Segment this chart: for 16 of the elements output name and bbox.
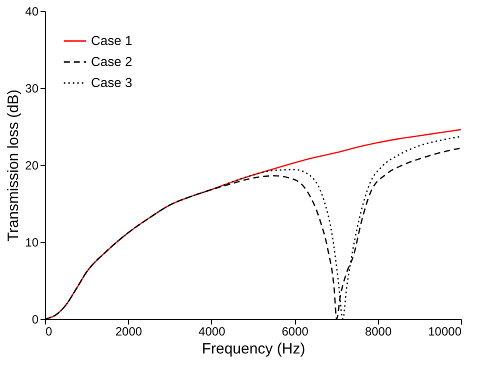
- legend-label: Case 1: [91, 33, 132, 48]
- y-axis-title: Transmission loss (dB): [5, 90, 22, 242]
- y-tick-label: 30: [25, 82, 39, 96]
- legend-label: Case 3: [91, 75, 132, 90]
- y-tick-label: 40: [25, 4, 39, 18]
- x-tick-label: 10000: [428, 324, 462, 338]
- x-axis-title: Frequency (Hz): [202, 340, 306, 358]
- x-tick-label: 6000: [282, 324, 309, 338]
- x-tick-label: 4000: [198, 324, 226, 338]
- y-tick-label: 0: [32, 312, 39, 326]
- x-tick-label: 0: [46, 324, 52, 338]
- y-tick-label: 10: [25, 236, 39, 250]
- x-tick-label: 8000: [364, 324, 392, 338]
- x-tick-label: 2000: [115, 324, 142, 338]
- legend-label: Case 2: [91, 54, 132, 69]
- y-tick-label: 20: [25, 158, 39, 172]
